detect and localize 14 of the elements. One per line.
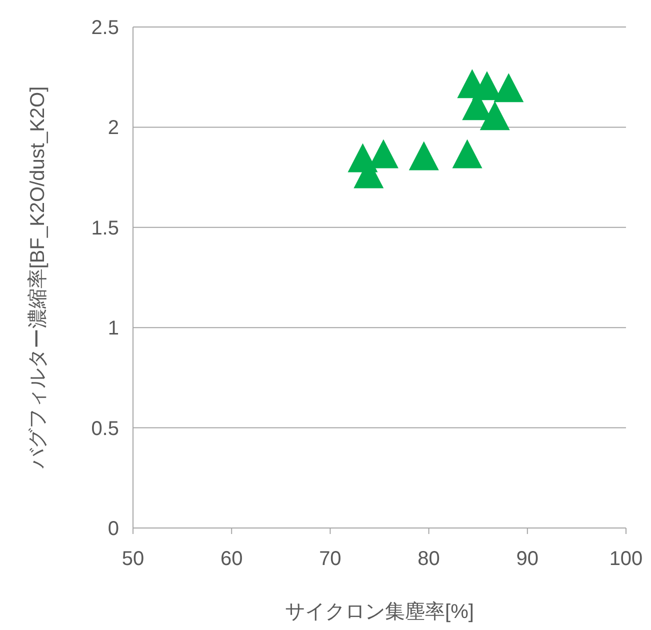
- x-tick-label: 70: [319, 548, 342, 570]
- x-tick-label: 50: [122, 548, 144, 570]
- x-tick-label: 60: [220, 548, 243, 570]
- x-axis-title: サイクロン集塵率[%]: [285, 601, 474, 623]
- y-tick-label: 1: [108, 318, 119, 340]
- x-tick-label: 80: [418, 548, 440, 570]
- y-tick-label: 0: [108, 518, 119, 540]
- y-tick-label: 2.5: [91, 17, 119, 39]
- x-tick-label: 100: [609, 548, 643, 570]
- y-tick-label: 0.5: [91, 418, 119, 440]
- x-tick-label: 90: [516, 548, 539, 570]
- y-tick-label: 2: [108, 117, 119, 140]
- y-axis-title: バグフィルター濃縮率[BF_K2O/dust_K2O]: [27, 86, 49, 470]
- y-tick-label: 1.5: [91, 217, 119, 240]
